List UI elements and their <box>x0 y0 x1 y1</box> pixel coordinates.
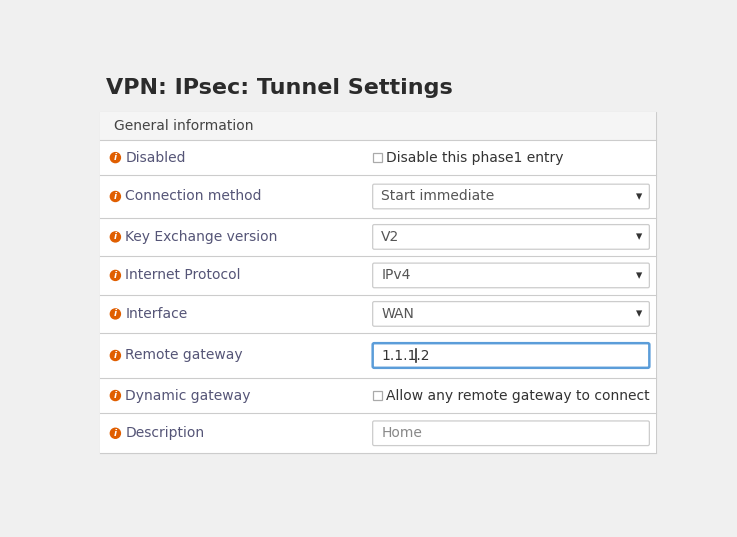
FancyBboxPatch shape <box>373 263 649 288</box>
Circle shape <box>111 429 120 438</box>
Text: Remote gateway: Remote gateway <box>125 349 243 362</box>
Text: ▾: ▾ <box>636 190 643 203</box>
Bar <box>100 295 655 333</box>
Text: i: i <box>113 153 117 162</box>
Circle shape <box>111 351 120 360</box>
Circle shape <box>111 232 120 242</box>
Text: Home: Home <box>381 426 422 440</box>
Bar <box>100 112 655 140</box>
Text: Connection method: Connection method <box>125 190 262 204</box>
Text: i: i <box>113 271 117 280</box>
Text: i: i <box>113 391 117 400</box>
Text: 1.1.1.2: 1.1.1.2 <box>381 349 430 362</box>
FancyBboxPatch shape <box>373 184 649 209</box>
Circle shape <box>111 192 120 201</box>
Bar <box>100 256 655 295</box>
Bar <box>100 112 655 453</box>
Circle shape <box>111 153 120 163</box>
Text: ▾: ▾ <box>636 269 643 282</box>
Text: i: i <box>113 429 117 438</box>
Text: General information: General information <box>113 119 254 133</box>
Text: i: i <box>113 351 117 360</box>
FancyBboxPatch shape <box>373 421 649 446</box>
Text: IPv4: IPv4 <box>381 268 411 282</box>
Bar <box>100 333 655 378</box>
Text: ▾: ▾ <box>636 230 643 243</box>
Bar <box>100 378 655 413</box>
Bar <box>100 413 655 453</box>
Text: Dynamic gateway: Dynamic gateway <box>125 389 251 403</box>
Bar <box>100 175 655 217</box>
Text: WAN: WAN <box>381 307 414 321</box>
Text: V2: V2 <box>381 230 399 244</box>
Text: i: i <box>113 309 117 318</box>
Bar <box>100 140 655 175</box>
Text: Disabled: Disabled <box>125 150 186 165</box>
Circle shape <box>111 309 120 319</box>
Text: Internet Protocol: Internet Protocol <box>125 268 241 282</box>
FancyBboxPatch shape <box>373 343 649 368</box>
Text: Disable this phase1 entry: Disable this phase1 entry <box>386 150 563 165</box>
Text: Description: Description <box>125 426 205 440</box>
FancyBboxPatch shape <box>373 302 649 326</box>
Text: Allow any remote gateway to connect: Allow any remote gateway to connect <box>386 389 649 403</box>
Text: i: i <box>113 233 117 242</box>
Text: Key Exchange version: Key Exchange version <box>125 230 278 244</box>
Circle shape <box>111 271 120 280</box>
Text: Start immediate: Start immediate <box>381 190 495 204</box>
Bar <box>100 217 655 256</box>
Text: i: i <box>113 192 117 201</box>
Bar <box>374 154 382 162</box>
Text: Interface: Interface <box>125 307 188 321</box>
Text: ▾: ▾ <box>636 307 643 321</box>
Text: VPN: IPsec: Tunnel Settings: VPN: IPsec: Tunnel Settings <box>106 77 453 98</box>
FancyBboxPatch shape <box>373 224 649 249</box>
Circle shape <box>111 390 120 401</box>
Bar <box>374 391 382 400</box>
